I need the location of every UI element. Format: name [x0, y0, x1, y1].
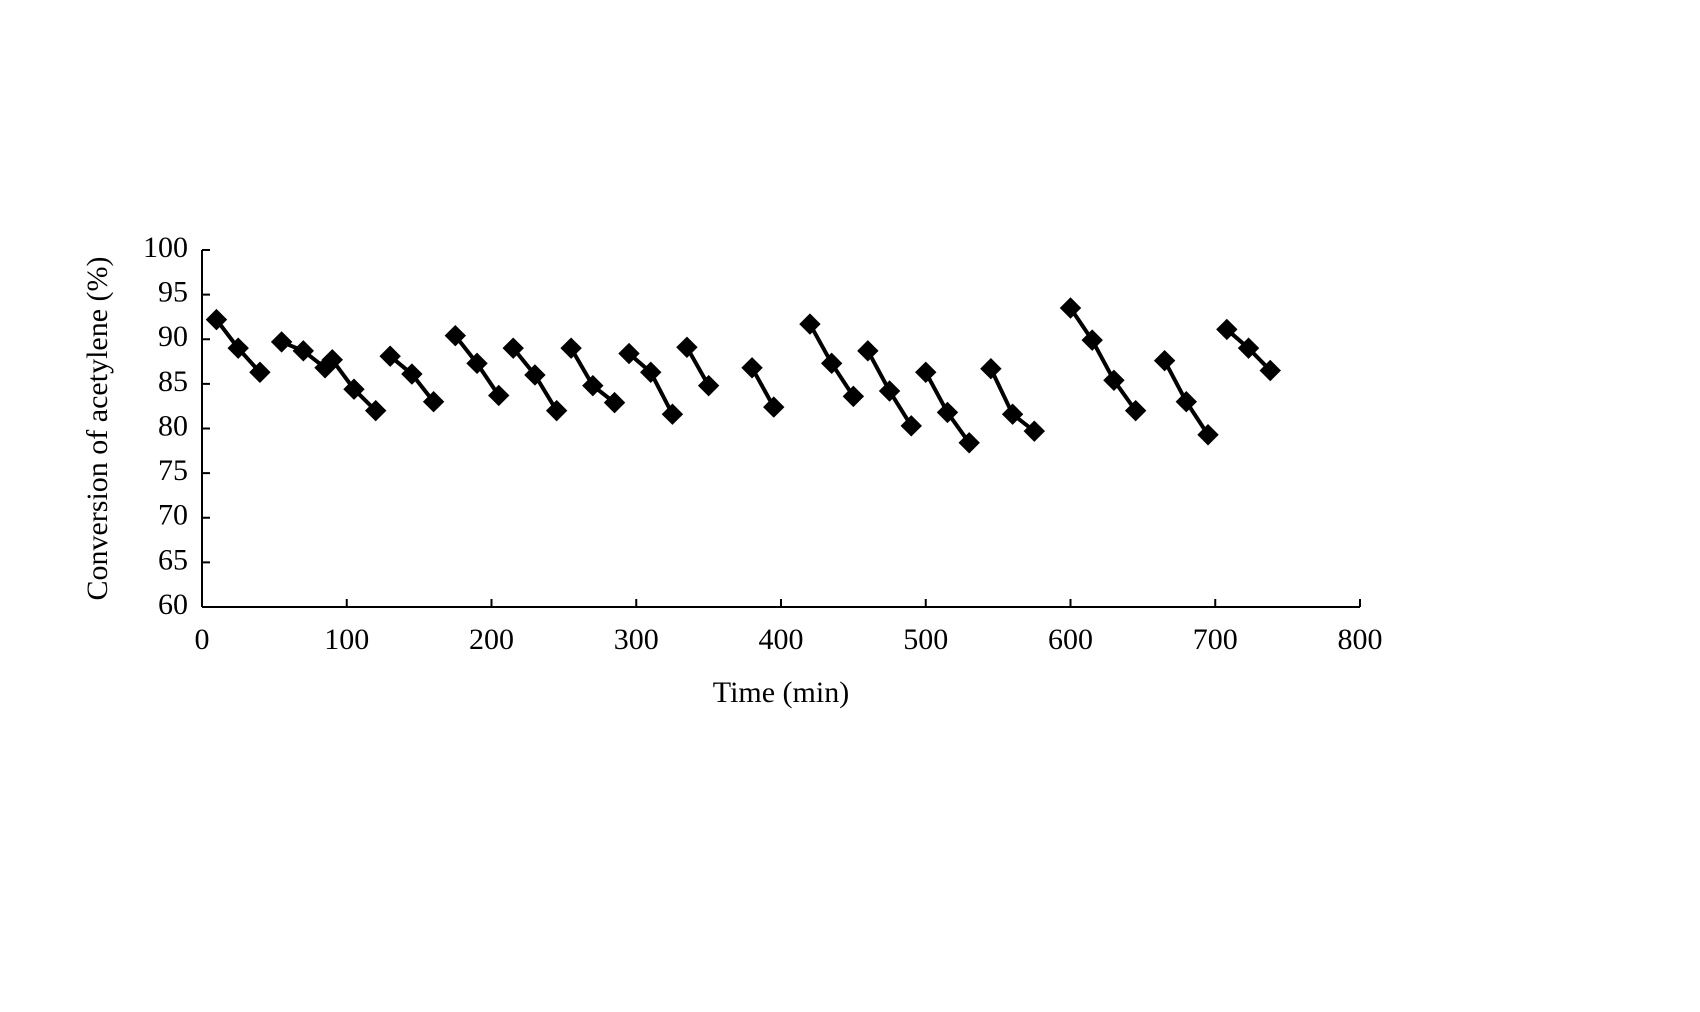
x-tick-label: 0 [195, 623, 210, 656]
y-tick-label: 70 [158, 499, 188, 532]
data-marker [822, 353, 842, 373]
data-marker [742, 358, 762, 378]
y-tick-label: 85 [158, 365, 188, 398]
data-marker [561, 338, 581, 358]
x-tick-label: 600 [1048, 623, 1093, 656]
y-tick-label: 100 [143, 231, 188, 264]
data-marker [843, 386, 863, 406]
x-tick-label: 400 [759, 623, 804, 656]
x-axis-label: Time (min) [713, 676, 849, 709]
y-tick-label: 90 [158, 320, 188, 353]
y-axis-label: Conversion of acetylene (%) [81, 256, 114, 600]
data-marker [1155, 351, 1175, 371]
y-tick-label: 75 [158, 454, 188, 487]
data-marker [800, 314, 820, 334]
x-tick-label: 300 [614, 623, 659, 656]
x-tick-label: 200 [469, 623, 514, 656]
y-tick-label: 65 [158, 543, 188, 576]
data-marker [916, 362, 936, 382]
x-tick-label: 500 [903, 623, 948, 656]
data-marker [764, 397, 784, 417]
data-marker [901, 416, 921, 436]
x-tick-label: 800 [1338, 623, 1383, 656]
data-marker [981, 359, 1001, 379]
data-marker [677, 337, 697, 357]
data-marker [1198, 425, 1218, 445]
data-marker [272, 332, 292, 352]
data-marker [662, 404, 682, 424]
data-marker [1176, 392, 1196, 412]
data-marker [880, 381, 900, 401]
y-tick-label: 95 [158, 276, 188, 309]
y-tick-label: 80 [158, 409, 188, 442]
y-tick-label: 60 [158, 588, 188, 621]
data-marker [858, 341, 878, 361]
data-marker [699, 376, 719, 396]
chart-container: 60 65 70 75 80 85 90 95 100 0 100 200 300 400 500 600 70… [0, 0, 1700, 1012]
acetylene-conversion-chart: 60 65 70 75 80 85 90 95 100 0 100 200 300 400 500 600 70… [0, 0, 1700, 1012]
data-marker [547, 401, 567, 421]
series-line-14 [1071, 308, 1136, 411]
x-tick-label: 700 [1193, 623, 1238, 656]
x-tick-label: 100 [324, 623, 369, 656]
